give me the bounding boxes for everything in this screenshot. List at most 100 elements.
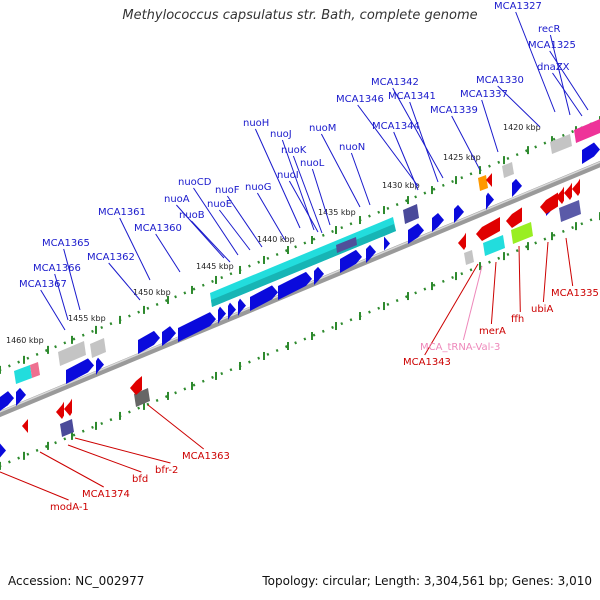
gene-label[interactable]: recR bbox=[538, 24, 561, 35]
reverse-gene-arrow[interactable] bbox=[572, 178, 580, 196]
gene-label[interactable]: MCA1339 bbox=[430, 105, 478, 116]
kbp-ticks bbox=[0, 116, 600, 470]
gene-label[interactable]: MCA1365 bbox=[42, 238, 90, 249]
forward-gene-arrow[interactable] bbox=[366, 244, 376, 263]
grey-gene-block[interactable] bbox=[90, 338, 106, 358]
label-callout-line bbox=[39, 451, 104, 488]
gene-label[interactable]: MCA1346 bbox=[336, 94, 384, 105]
grey-gene-block[interactable] bbox=[464, 250, 474, 265]
reverse-gene-arrow[interactable] bbox=[486, 170, 492, 187]
forward-gene-arrow[interactable] bbox=[0, 443, 6, 460]
forward-gene-arrow[interactable] bbox=[16, 387, 26, 406]
gene-label[interactable]: nuoF bbox=[215, 185, 240, 196]
gene-label[interactable]: nuoJ bbox=[270, 129, 292, 140]
reverse-gene-arrow[interactable] bbox=[458, 232, 466, 250]
gene-label[interactable]: MCA1362 bbox=[87, 252, 135, 263]
gene-label[interactable]: ubiA bbox=[531, 304, 553, 315]
gene-label[interactable]: nuoA bbox=[164, 194, 190, 205]
orange-gene-block[interactable] bbox=[478, 175, 488, 191]
gene-label[interactable]: MCA1342 bbox=[371, 77, 419, 88]
navy-gene-block[interactable] bbox=[559, 200, 581, 222]
gene-label[interactable]: MCA1343 bbox=[403, 357, 451, 368]
gene-label[interactable]: MCA1325 bbox=[528, 40, 576, 51]
forward-gene-arrow[interactable] bbox=[314, 266, 324, 285]
forward-gene-arrow[interactable] bbox=[96, 357, 104, 375]
forward-gene-arrow[interactable] bbox=[0, 391, 14, 411]
gene-label[interactable]: nuoCD bbox=[178, 177, 212, 188]
reverse-gene-arrow[interactable] bbox=[556, 186, 564, 204]
gene-label[interactable]: nuoB bbox=[179, 210, 205, 221]
lime-gene-block[interactable] bbox=[511, 222, 533, 244]
gene-label[interactable]: MCA1367 bbox=[19, 279, 67, 290]
forward-gene-arrow[interactable] bbox=[432, 213, 444, 232]
forward-gene-arrow[interactable] bbox=[228, 302, 236, 320]
forward-gene-arrow[interactable] bbox=[218, 306, 226, 324]
gene-label[interactable]: nuoL bbox=[300, 158, 325, 169]
label-callout-line bbox=[424, 263, 479, 356]
reverse-gene-arrow[interactable] bbox=[22, 416, 28, 433]
label-callout-line bbox=[40, 289, 66, 331]
gene-label[interactable]: MCA1363 bbox=[182, 451, 230, 462]
gene-label[interactable]: MCA1366 bbox=[33, 263, 81, 274]
gene-label[interactable]: MCA_tRNA-Val-3 bbox=[420, 342, 500, 353]
gene-label[interactable]: modA-1 bbox=[50, 502, 89, 513]
reverse-gene-arrow[interactable] bbox=[564, 182, 572, 200]
gene-label[interactable]: MCA1330 bbox=[476, 75, 524, 86]
gene-label[interactable]: MCA1344 bbox=[372, 121, 420, 132]
reverse-gene-arrow[interactable] bbox=[540, 192, 558, 214]
gene-label[interactable]: ffh bbox=[511, 314, 524, 325]
forward-gene-arrow[interactable] bbox=[408, 223, 424, 244]
forward-gene-arrow[interactable] bbox=[178, 312, 216, 342]
navy-gene-block[interactable] bbox=[336, 237, 357, 253]
gene-label[interactable]: nuoN bbox=[339, 142, 365, 153]
reverse-gene-arrow[interactable] bbox=[476, 217, 500, 241]
forward-gene-arrow[interactable] bbox=[162, 326, 176, 346]
gene-label[interactable]: MCA1341 bbox=[388, 91, 436, 102]
forward-gene-arrow[interactable] bbox=[384, 236, 390, 253]
gene-label[interactable]: MCA1327 bbox=[494, 1, 542, 12]
forward-gene-arrow[interactable] bbox=[582, 142, 600, 164]
gene-label[interactable]: bfr-2 bbox=[155, 465, 178, 476]
gene-label[interactable]: nuoM bbox=[309, 123, 336, 134]
forward-gene-arrow[interactable] bbox=[278, 271, 312, 300]
forward-gene-arrow[interactable] bbox=[138, 330, 160, 354]
reverse-gene-arrow[interactable] bbox=[130, 376, 142, 395]
grey-gene-block[interactable] bbox=[502, 162, 514, 178]
forward-gene-arrow[interactable] bbox=[66, 358, 94, 384]
gene-label[interactable]: MCA1361 bbox=[98, 207, 146, 218]
reverse-gene-arrow[interactable] bbox=[56, 401, 64, 419]
forward-gene-arrow[interactable] bbox=[238, 298, 246, 316]
gene-label[interactable]: bfd bbox=[132, 474, 148, 485]
navy-gene-block[interactable] bbox=[60, 419, 74, 437]
gene-label[interactable]: MCA1335 bbox=[551, 288, 599, 299]
gene-label[interactable]: MCA1337 bbox=[460, 89, 508, 100]
magenta-gene-block[interactable] bbox=[574, 119, 600, 143]
gene-label[interactable]: nuoH bbox=[243, 118, 269, 129]
genome-stats-text: Topology: circular; Length: 3,304,561 bp… bbox=[262, 574, 592, 588]
gene-label[interactable]: MCA1360 bbox=[134, 223, 182, 234]
cyan-gene-block[interactable] bbox=[483, 235, 505, 256]
forward-gene-arrow[interactable] bbox=[454, 204, 464, 223]
forward-gene-arrow[interactable] bbox=[512, 178, 522, 197]
reverse-gene-arrow[interactable] bbox=[506, 207, 522, 228]
gene-label[interactable]: merA bbox=[479, 326, 506, 337]
kbp-tick-label: 1420 kbp bbox=[503, 123, 541, 132]
forward-gene-arrow[interactable] bbox=[340, 249, 362, 273]
grey-gene-block[interactable] bbox=[58, 341, 86, 366]
gene-label[interactable]: nuoG bbox=[245, 182, 272, 193]
gene-label[interactable]: nuoK bbox=[281, 145, 307, 156]
reverse-gene-arrow[interactable] bbox=[64, 398, 72, 416]
grey-gene-block[interactable] bbox=[550, 134, 572, 154]
kbp-tick-label: 1460 kbp bbox=[6, 336, 44, 345]
navy-gene-block[interactable] bbox=[403, 204, 419, 224]
gene-label[interactable]: nuoI bbox=[277, 170, 299, 181]
label-callout-line bbox=[191, 220, 231, 263]
forward-gene-arrow[interactable] bbox=[486, 192, 494, 210]
cyan-gene-block[interactable] bbox=[14, 365, 32, 384]
label-callout-line bbox=[292, 155, 323, 234]
gene-label[interactable]: nuoE bbox=[207, 199, 232, 210]
pink-gene-block[interactable] bbox=[30, 362, 40, 378]
forward-gene-arrow[interactable] bbox=[250, 285, 278, 311]
gene-label[interactable]: dnaZX bbox=[537, 62, 570, 73]
gene-label[interactable]: MCA1374 bbox=[82, 489, 130, 500]
